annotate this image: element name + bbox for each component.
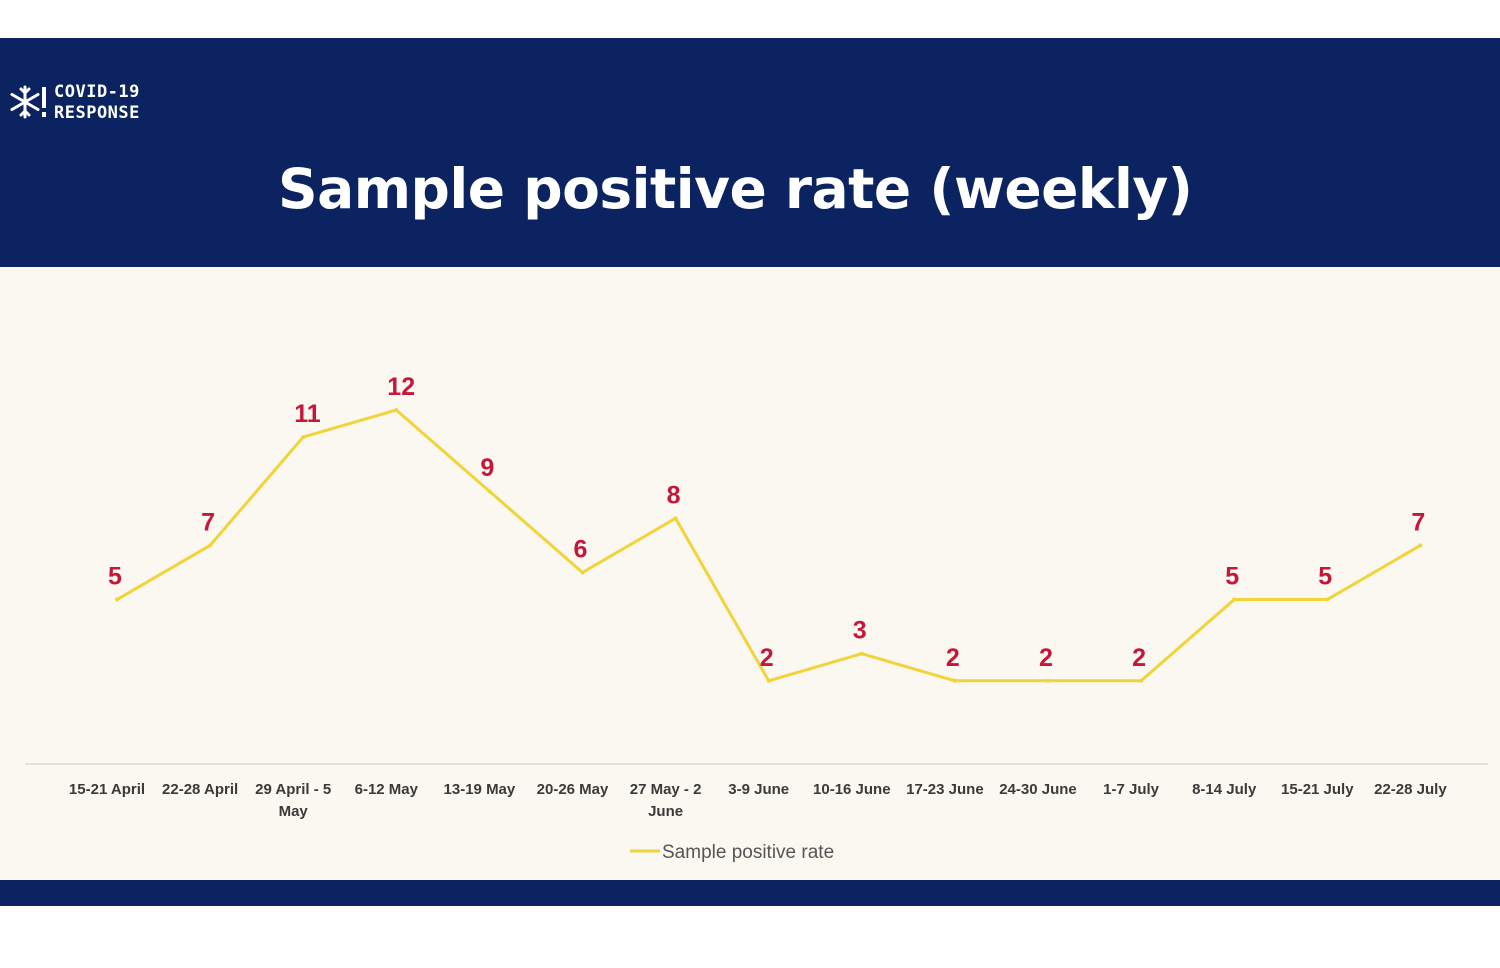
data-label: 7 (1411, 508, 1425, 536)
x-tick-label: 3-9 June (728, 781, 789, 798)
data-label: 7 (201, 508, 215, 536)
x-tick-label: 22-28 April (162, 781, 238, 798)
logo-line-2: RESPONSE (54, 103, 140, 123)
covid-response-logo: COVID-19 RESPONSE (10, 80, 140, 126)
data-point (1325, 597, 1330, 602)
x-tick-label: 1-7 July (1103, 781, 1160, 798)
series-line-sample-positive-rate (115, 408, 1422, 683)
data-label: 2 (946, 644, 960, 672)
x-tick-label: 24-30 June (999, 781, 1077, 798)
legend-label: Sample positive rate (662, 842, 834, 863)
data-point (394, 408, 399, 412)
x-tick-label: 10-16 June (813, 781, 891, 798)
data-point (1139, 678, 1144, 683)
data-point (580, 570, 585, 575)
line-chart: 5 7 11 12 9 6 8 2 3 2 2 2 5 5 7 15-21 April 22-28 April… (25, 373, 1488, 863)
x-tick-label: 15-21 April (69, 781, 145, 798)
data-label: 6 (574, 535, 588, 563)
data-point (952, 678, 957, 683)
data-point (766, 678, 771, 683)
x-tick-label: 20-26 May (537, 781, 609, 798)
data-label: 8 (667, 481, 681, 509)
x-tick-label: 22-28 July (1374, 781, 1447, 798)
data-point (673, 516, 678, 521)
data-label: 9 (480, 454, 494, 482)
data-label: 2 (1039, 644, 1053, 672)
x-tick-label: 15-21 July (1281, 781, 1354, 798)
data-label: 12 (387, 373, 415, 401)
x-tick-label: 29 April - 5 May (255, 781, 331, 820)
logo-text: COVID-19 RESPONSE (54, 82, 140, 124)
x-tick-label: 8-14 July (1192, 781, 1257, 798)
data-point (487, 489, 492, 494)
data-label: 2 (1132, 644, 1146, 672)
data-label: 5 (108, 563, 122, 591)
footer-band (0, 880, 1500, 906)
header-banner: COVID-19 RESPONSE Sample positive rate (… (0, 38, 1500, 267)
x-tick-label: 27 May - 2 June (630, 781, 702, 820)
x-tick-label: 13-19 May (444, 781, 516, 798)
data-point (859, 651, 864, 656)
data-point (301, 435, 306, 440)
x-tick-label: 17-23 June (906, 781, 984, 798)
data-point (1046, 678, 1050, 683)
chart-area: 5 7 11 12 9 6 8 2 3 2 2 2 5 5 7 15-21 April 22-28 April… (0, 267, 1500, 880)
x-tick-label: 6-12 May (355, 781, 419, 798)
data-label: 5 (1225, 563, 1239, 591)
data-label: 2 (760, 644, 774, 672)
logo-line-1: COVID-19 (54, 82, 140, 102)
data-point (1232, 597, 1237, 602)
data-point (1418, 543, 1423, 548)
data-label: 5 (1318, 563, 1332, 591)
data-point (208, 543, 213, 548)
data-label: 11 (294, 400, 321, 428)
slide-title: Sample positive rate (weekly) (278, 157, 1193, 221)
data-label: 3 (853, 617, 867, 645)
data-point (115, 597, 119, 602)
snowflake-alert-icon (10, 85, 46, 119)
slide: COVID-19 RESPONSE Sample positive rate (… (0, 38, 1500, 906)
